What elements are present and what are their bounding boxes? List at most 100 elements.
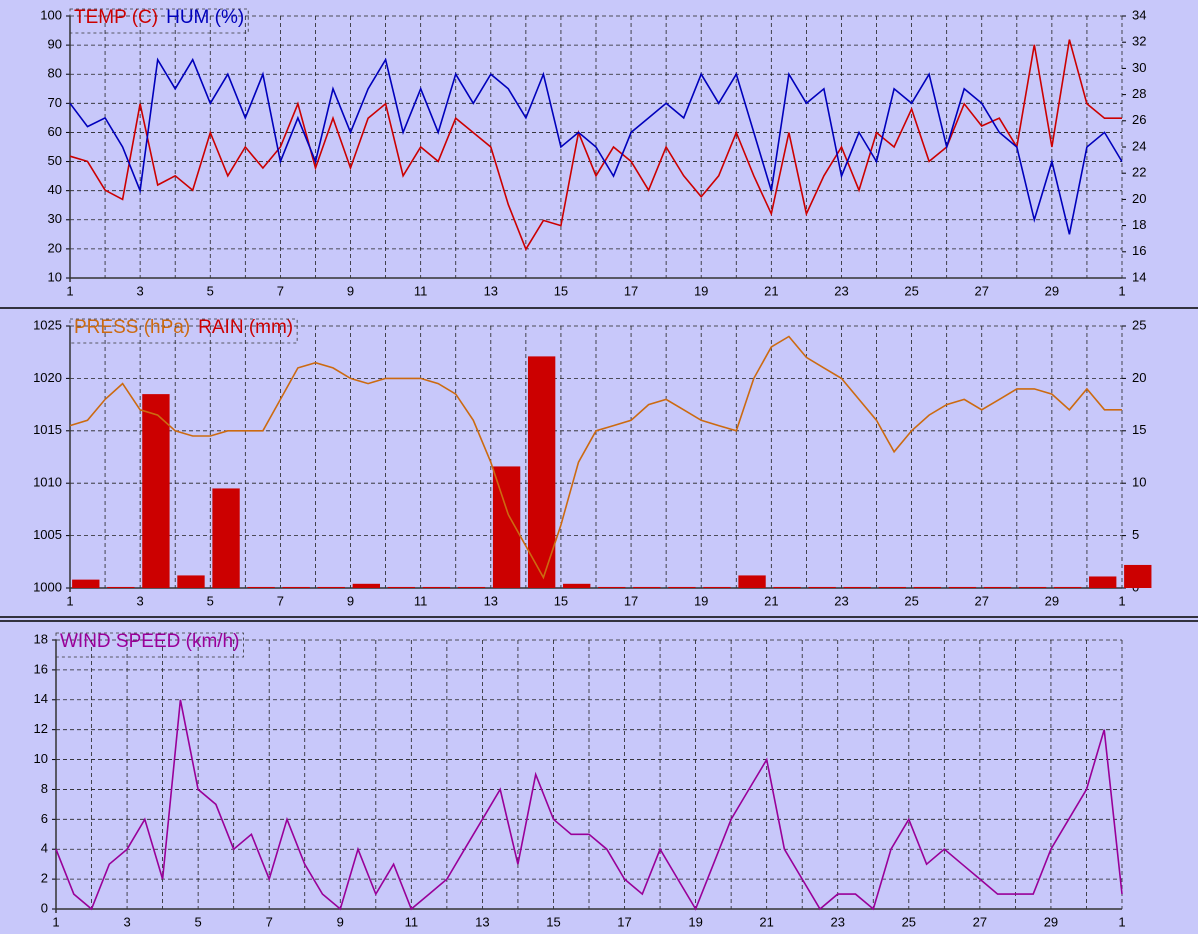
rain-bar (317, 586, 345, 588)
y-tick-label: 1015 (33, 422, 62, 437)
x-tick-label: 15 (546, 914, 560, 929)
rain-bar (773, 586, 801, 588)
x-tick-label: 29 (1045, 593, 1059, 608)
x-tick-label: 17 (624, 593, 638, 608)
y-tick-label: 14 (34, 691, 48, 706)
x-tick-label: 17 (624, 283, 638, 298)
legend-entry: WIND SPEED (km/h) (60, 631, 239, 652)
x-tick-label: 21 (764, 283, 778, 298)
rain-bar (1089, 576, 1117, 588)
x-tick-label: 1 (1118, 914, 1125, 929)
x-tick-label: 27 (974, 593, 988, 608)
rain-bar (1018, 586, 1047, 588)
series-line (69, 57, 1123, 235)
y2-tick-label: 16 (1132, 243, 1146, 258)
legend-entry: PRESS (hPa) (74, 317, 190, 338)
y-tick-label: 1005 (33, 527, 62, 542)
x-tick-label: 5 (207, 593, 214, 608)
x-tick-label: 23 (834, 283, 848, 298)
y2-tick-label: 28 (1132, 86, 1146, 101)
x-tick-label: 19 (688, 914, 702, 929)
x-tick-label: 7 (277, 283, 284, 298)
y-tick-label: 20 (48, 240, 62, 255)
y-tick-label: 10 (34, 751, 48, 766)
rain-bar (282, 586, 310, 588)
x-tick-label: 25 (902, 914, 916, 929)
y2-tick-label: 10 (1132, 475, 1146, 490)
y-tick-label: 12 (34, 721, 48, 736)
rain-bar (247, 586, 275, 588)
rain-bar (1124, 564, 1152, 588)
y2-tick-label: 20 (1132, 370, 1146, 385)
y2-tick-label: 15 (1132, 422, 1146, 437)
y-tick-label: 70 (48, 95, 62, 110)
y-tick-label: 4 (41, 841, 48, 856)
x-tick-label: 3 (123, 914, 130, 929)
x-tick-label: 21 (759, 914, 773, 929)
series-line (55, 699, 1123, 911)
x-tick-label: 3 (137, 283, 144, 298)
y-tick-label: 10 (48, 269, 62, 284)
rain-bar (668, 586, 696, 588)
rain-bar (422, 586, 451, 588)
x-tick-label: 7 (266, 914, 273, 929)
y-tick-label: 60 (48, 124, 62, 139)
x-tick-label: 25 (904, 593, 918, 608)
rain-bar (808, 586, 836, 588)
rain-bar (177, 575, 205, 588)
x-tick-label: 11 (414, 283, 428, 298)
rain-bar (843, 586, 871, 588)
x-tick-label: 11 (414, 593, 428, 608)
y2-tick-label: 25 (1132, 317, 1146, 332)
x-tick-label: 15 (554, 283, 568, 298)
y2-tick-label: 24 (1132, 138, 1146, 153)
x-tick-label: 1 (66, 593, 73, 608)
rain-bar (457, 586, 486, 588)
x-tick-label: 5 (207, 283, 214, 298)
y-tick-label: 16 (34, 661, 48, 676)
y-tick-label: 90 (48, 37, 62, 52)
x-tick-label: 19 (694, 593, 708, 608)
y-tick-label: 50 (48, 153, 62, 168)
x-tick-label: 15 (554, 593, 568, 608)
y2-tick-label: 34 (1132, 7, 1146, 22)
x-tick-label: 17 (617, 914, 631, 929)
legend-entry: RAIN (mm) (198, 317, 293, 338)
y2-tick-label: 5 (1132, 527, 1139, 542)
y-tick-label: 40 (48, 182, 62, 197)
x-tick-label: 9 (347, 283, 354, 298)
x-tick-label: 19 (694, 283, 708, 298)
x-tick-label: 9 (347, 593, 354, 608)
rain-bar (1053, 586, 1082, 588)
rain-bar (878, 586, 906, 588)
rain-bar (107, 586, 135, 588)
rain-bar (527, 356, 556, 588)
series-line (69, 335, 1122, 580)
x-tick-label: 13 (475, 914, 489, 929)
rain-bar (983, 586, 1012, 588)
x-tick-label: 13 (484, 593, 498, 608)
y-tick-label: 80 (48, 66, 62, 81)
x-tick-label: 7 (277, 593, 284, 608)
legend-entry: TEMP (C) (74, 7, 158, 28)
x-tick-label: 1 (66, 283, 73, 298)
legend-box (55, 632, 244, 658)
y2-tick-label: 30 (1132, 60, 1146, 75)
y-tick-label: 1025 (33, 317, 62, 332)
rain-bar (633, 586, 661, 588)
x-tick-label: 29 (1044, 914, 1058, 929)
x-tick-label: 1 (52, 914, 59, 929)
y-tick-label: 18 (34, 631, 48, 646)
y2-tick-label: 20 (1132, 191, 1146, 206)
legend-box (69, 8, 249, 34)
x-tick-label: 21 (764, 593, 778, 608)
y-tick-label: 2 (41, 871, 48, 886)
y-tick-label: 1020 (33, 370, 62, 385)
x-tick-label: 5 (195, 914, 202, 929)
rain-bar (212, 488, 240, 588)
legend-entry: HUM (%) (166, 7, 244, 28)
y2-tick-label: 18 (1132, 217, 1146, 232)
x-tick-label: 23 (830, 914, 844, 929)
x-tick-label: 23 (834, 593, 848, 608)
